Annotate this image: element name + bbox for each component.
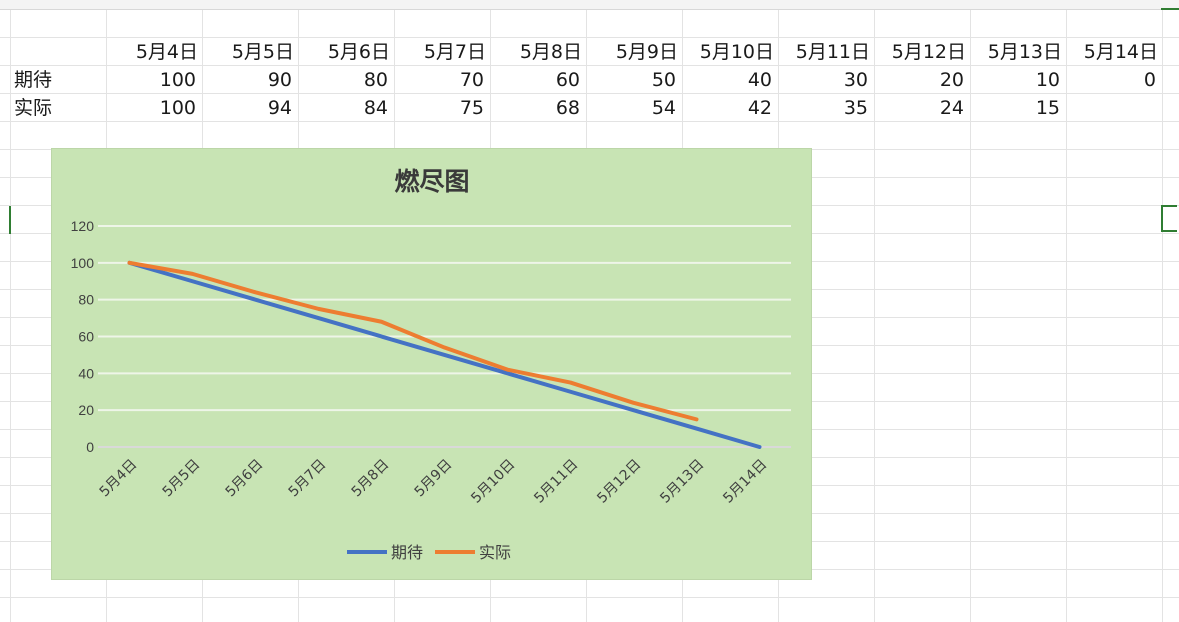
grid-line-horizontal: [0, 37, 1179, 38]
grid-line-horizontal: [0, 65, 1179, 66]
active-cell-border[interactable]: [1161, 205, 1177, 232]
actual-value-cell[interactable]: 35: [843, 97, 868, 119]
expected-value-cell[interactable]: 60: [555, 69, 580, 91]
expected-value-cell[interactable]: 0: [1143, 69, 1156, 91]
y-tick-label: 100: [71, 255, 95, 271]
x-tick-label: 5月5日: [160, 457, 204, 501]
grid-line-horizontal: [0, 597, 1179, 598]
chart-canvas: 燃尽图 0 20 40 60 80 100 120 5月4日 5月5日 5月6日 5月7日 5月8日 5月…: [71, 167, 791, 562]
selection-marker-top: [1161, 8, 1179, 10]
x-tick-label: 5月9日: [412, 457, 456, 501]
grid-line-vertical: [1066, 0, 1067, 622]
date-header-cell[interactable]: 5月13日: [987, 41, 1062, 63]
date-header-cell[interactable]: 5月5日: [231, 41, 294, 63]
expected-value-cell[interactable]: 80: [363, 69, 388, 91]
expected-value-cell[interactable]: 90: [267, 69, 292, 91]
y-tick-label: 60: [78, 329, 94, 345]
expected-value-cell[interactable]: 30: [843, 69, 868, 91]
x-tick-label: 5月6日: [223, 457, 267, 501]
date-header-cell[interactable]: 5月6日: [327, 41, 390, 63]
y-tick-label: 0: [86, 439, 94, 455]
expected-value-cell[interactable]: 100: [159, 69, 196, 91]
legend-label: 期待: [391, 543, 423, 562]
expected-value-cell[interactable]: 40: [747, 69, 772, 91]
date-header-cell[interactable]: 5月8日: [519, 41, 582, 63]
date-header-cell[interactable]: 5月9日: [615, 41, 678, 63]
x-tick-label: 5月13日: [657, 457, 707, 507]
legend-label: 实际: [479, 543, 511, 562]
actual-value-cell[interactable]: 75: [459, 97, 484, 119]
x-tick-label: 5月4日: [97, 457, 141, 501]
date-header-cell[interactable]: 5月12日: [891, 41, 966, 63]
actual-value-cell[interactable]: 100: [159, 97, 196, 119]
grid-line-vertical: [874, 0, 875, 622]
actual-value-cell[interactable]: 15: [1035, 97, 1060, 119]
grid-line-vertical: [970, 0, 971, 622]
expected-value-cell[interactable]: 70: [459, 69, 484, 91]
actual-value-cell[interactable]: 54: [651, 97, 676, 119]
x-tick-label: 5月10日: [468, 457, 518, 507]
actual-value-cell[interactable]: 68: [555, 97, 580, 119]
date-header-cell[interactable]: 5月11日: [795, 41, 870, 63]
selection-marker-left: [9, 206, 11, 234]
x-tick-label: 5月11日: [531, 457, 581, 507]
actual-value-cell[interactable]: 24: [939, 97, 964, 119]
actual-value-cell[interactable]: 42: [747, 97, 772, 119]
chart-title: 燃尽图: [394, 167, 469, 196]
actual-value-cell[interactable]: [1066, 95, 1162, 122]
actual-value-cell[interactable]: 84: [363, 97, 388, 119]
y-tick-label: 80: [78, 292, 94, 308]
date-header-cell[interactable]: 5月14日: [1083, 41, 1158, 63]
burndown-chart[interactable]: 燃尽图 0 20 40 60 80 100 120 5月4日 5月5日 5月6日 5月7日 5月8日 5月…: [51, 148, 812, 580]
date-header-cell[interactable]: 5月10日: [699, 41, 774, 63]
date-header-cell[interactable]: 5月7日: [423, 41, 486, 63]
y-tick-label: 40: [78, 365, 94, 381]
column-header-strip: [0, 0, 1179, 10]
x-tick-label: 5月8日: [349, 457, 393, 501]
expected-value-cell[interactable]: 50: [651, 69, 676, 91]
x-tick-label: 5月7日: [286, 457, 330, 501]
row-label-expected[interactable]: 期待: [14, 69, 53, 91]
series-line-expected: [127, 260, 762, 449]
grid-line-horizontal: [0, 93, 1179, 94]
actual-value-cell[interactable]: 94: [267, 97, 292, 119]
x-tick-label: 5月12日: [594, 457, 644, 507]
expected-value-cell[interactable]: 20: [939, 69, 964, 91]
series-line-actual: [127, 260, 699, 422]
expected-value-cell[interactable]: 10: [1035, 69, 1060, 91]
x-tick-label: 5月14日: [720, 457, 770, 507]
y-tick-label: 120: [71, 218, 95, 234]
row-label-actual[interactable]: 实际: [14, 97, 53, 119]
y-tick-label: 20: [78, 402, 94, 418]
date-header-cell[interactable]: 5月4日: [135, 41, 198, 63]
grid-line-vertical: [10, 0, 11, 622]
grid-line-vertical: [1162, 0, 1163, 622]
grid-line-horizontal: [0, 121, 1179, 122]
